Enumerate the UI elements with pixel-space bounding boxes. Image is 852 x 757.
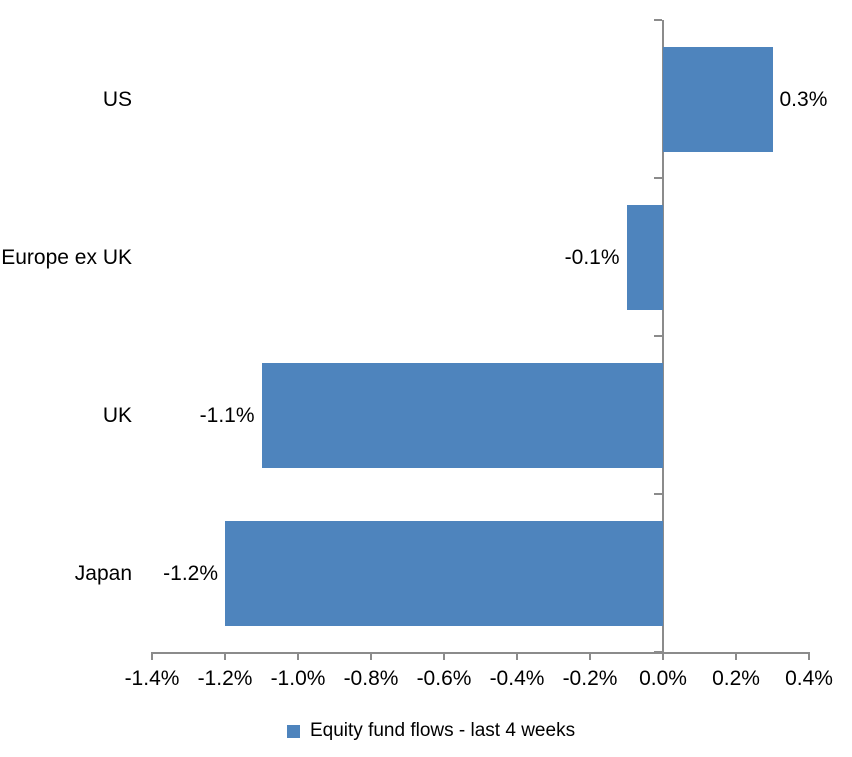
- x-axis-tick-label: -0.6%: [416, 667, 472, 690]
- x-axis-tick-label: -1.2%: [197, 667, 253, 690]
- y-axis-tick: [654, 493, 662, 495]
- x-axis-tick-label: 0.4%: [785, 667, 833, 690]
- y-axis-tick: [654, 19, 662, 21]
- x-axis-tick-label: -0.4%: [489, 667, 545, 690]
- data-label: 0.3%: [779, 87, 828, 111]
- x-axis-line: [151, 652, 810, 654]
- y-axis-line: [662, 20, 664, 653]
- data-label: -1.2%: [163, 561, 218, 585]
- x-axis-tick: [151, 653, 153, 660]
- bar-europe-ex-uk: [626, 205, 663, 310]
- bar-japan: [225, 521, 663, 626]
- legend: Equity fund flows - last 4 weeks: [287, 718, 575, 744]
- x-axis-tick-label: -1.4%: [124, 667, 180, 690]
- data-label: -0.1%: [564, 245, 620, 269]
- x-axis-tick-label: 0.2%: [712, 667, 760, 690]
- x-axis-tick: [370, 653, 372, 660]
- category-label: US: [102, 87, 132, 111]
- legend-label: Equity fund flows - last 4 weeks: [310, 720, 576, 741]
- legend-swatch-icon: [287, 724, 300, 738]
- bar-us: [663, 47, 773, 152]
- x-axis-tick: [589, 653, 591, 660]
- x-axis-tick-label: -0.8%: [343, 667, 399, 690]
- y-axis-tick: [654, 651, 662, 653]
- category-label: Japan: [74, 561, 132, 585]
- x-axis-tick: [735, 653, 737, 660]
- category-label: Europe ex UK: [1, 245, 132, 269]
- y-axis-tick: [654, 335, 662, 337]
- bar-uk: [261, 363, 663, 468]
- x-axis-tick-label: -0.2%: [562, 667, 618, 690]
- y-axis-tick: [654, 177, 662, 179]
- x-axis-tick-label: -1.0%: [270, 667, 326, 690]
- x-axis-tick: [443, 653, 445, 660]
- x-axis-tick: [297, 653, 299, 660]
- data-label: -1.1%: [199, 403, 255, 427]
- x-axis-tick: [662, 653, 664, 660]
- category-label: UK: [102, 403, 132, 427]
- x-axis-tick: [516, 653, 518, 660]
- x-axis-tick-label: 0.0%: [639, 667, 687, 690]
- x-axis-tick: [224, 653, 226, 660]
- x-axis-tick: [808, 653, 810, 660]
